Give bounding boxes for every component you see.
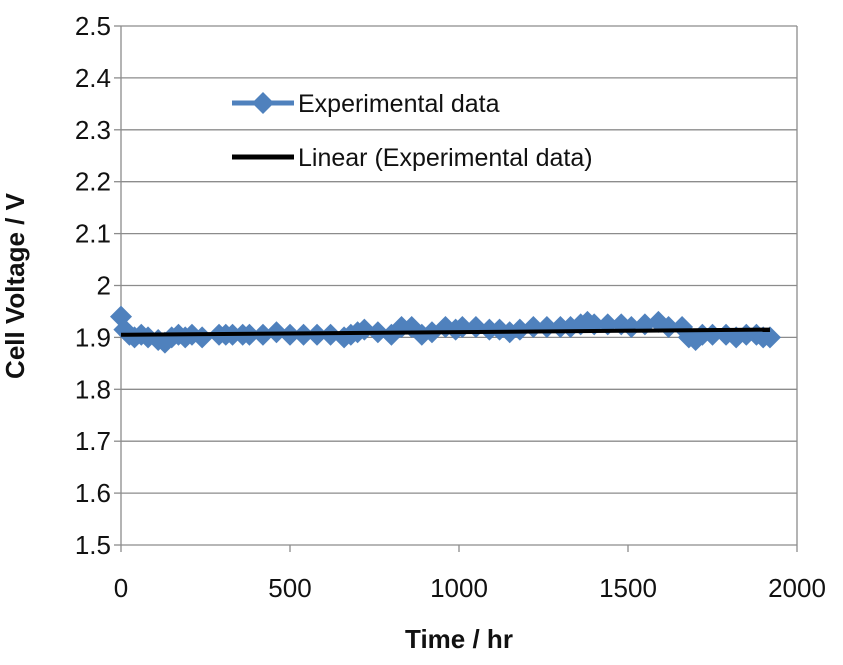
legend-label-linear: Linear (Experimental data) (298, 144, 593, 172)
y-tick-label: 1.7 (75, 426, 111, 456)
y-tick-label: 2.3 (75, 115, 111, 145)
y-tick-label: 1.9 (75, 322, 111, 352)
data-point (191, 326, 214, 349)
y-tick-label: 2 (97, 271, 111, 301)
x-axis-title: Time / hr (405, 624, 513, 654)
x-tick-label: 1000 (430, 573, 488, 603)
y-tick-label: 1.8 (75, 374, 111, 404)
legend-marker-experimental (252, 92, 274, 114)
legend: Experimental data Linear (Experimental da… (232, 90, 593, 172)
series-linear-trendline (120, 327, 770, 337)
plot-area (110, 305, 781, 354)
y-axis-title: Cell Voltage / V (0, 192, 30, 379)
y-tick-label: 1.5 (75, 530, 111, 560)
y-tick-label: 2.1 (75, 219, 111, 249)
x-tick-label: 2000 (768, 573, 826, 603)
y-tick-label: 2.4 (75, 63, 111, 93)
y-tick-label: 2.5 (75, 11, 111, 41)
x-tick-label: 0 (114, 573, 128, 603)
chart-axes (114, 25, 798, 552)
y-tick-label: 2.2 (75, 167, 111, 197)
x-tick-label: 1500 (599, 573, 657, 603)
legend-label-experimental: Experimental data (298, 90, 500, 118)
data-point (758, 326, 781, 349)
x-tick-label: 500 (268, 573, 311, 603)
y-tick-label: 1.6 (75, 478, 111, 508)
x-axis-ticks: 0 500 1000 1500 2000 (114, 573, 826, 603)
data-point (657, 316, 680, 339)
y-axis-ticks: 1.5 1.6 1.7 1.8 1.9 2 2.1 2.2 2.3 2.4 2.5 (75, 11, 111, 560)
